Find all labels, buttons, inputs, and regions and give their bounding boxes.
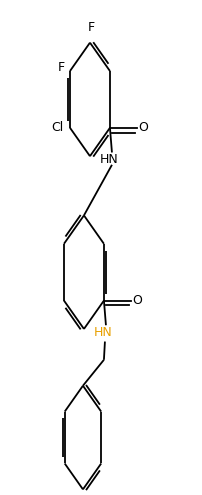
Text: HN: HN [94,326,112,339]
Text: Cl: Cl [51,121,63,134]
Text: F: F [57,60,64,74]
Text: F: F [87,21,95,34]
Text: O: O [132,294,142,307]
Text: HN: HN [100,153,118,166]
Text: O: O [138,121,148,134]
